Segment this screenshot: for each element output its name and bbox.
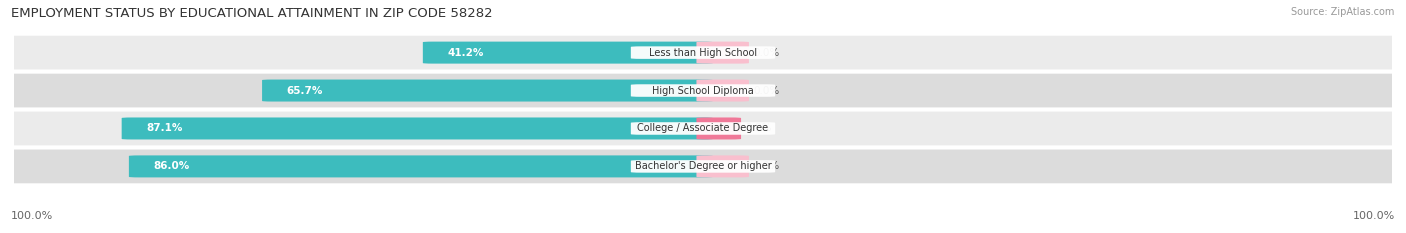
FancyBboxPatch shape: [129, 155, 713, 177]
Text: Source: ZipAtlas.com: Source: ZipAtlas.com: [1291, 7, 1395, 17]
FancyBboxPatch shape: [122, 117, 713, 140]
Text: 41.2%: 41.2%: [447, 48, 484, 58]
Text: 0.0%: 0.0%: [754, 48, 780, 58]
Text: 100.0%: 100.0%: [11, 211, 53, 221]
FancyBboxPatch shape: [696, 42, 749, 64]
Text: 65.7%: 65.7%: [287, 86, 323, 96]
FancyBboxPatch shape: [0, 36, 1406, 69]
FancyBboxPatch shape: [631, 122, 775, 135]
FancyBboxPatch shape: [0, 150, 1406, 183]
FancyBboxPatch shape: [631, 46, 775, 59]
Text: 0.0%: 0.0%: [754, 86, 780, 96]
Text: 3.8%: 3.8%: [745, 123, 772, 134]
FancyBboxPatch shape: [631, 84, 775, 97]
Text: 86.0%: 86.0%: [153, 161, 190, 171]
FancyBboxPatch shape: [696, 117, 741, 140]
FancyBboxPatch shape: [0, 112, 1406, 145]
FancyBboxPatch shape: [262, 79, 713, 102]
FancyBboxPatch shape: [0, 74, 1406, 107]
FancyBboxPatch shape: [631, 160, 775, 173]
Text: Less than High School: Less than High School: [650, 48, 756, 58]
Text: Bachelor's Degree or higher: Bachelor's Degree or higher: [634, 161, 772, 171]
FancyBboxPatch shape: [696, 155, 749, 177]
FancyBboxPatch shape: [423, 42, 713, 64]
Text: College / Associate Degree: College / Associate Degree: [637, 123, 769, 134]
Text: 87.1%: 87.1%: [146, 123, 183, 134]
Text: 0.0%: 0.0%: [754, 161, 780, 171]
Text: High School Diploma: High School Diploma: [652, 86, 754, 96]
FancyBboxPatch shape: [696, 79, 749, 102]
Text: 100.0%: 100.0%: [1353, 211, 1395, 221]
Text: EMPLOYMENT STATUS BY EDUCATIONAL ATTAINMENT IN ZIP CODE 58282: EMPLOYMENT STATUS BY EDUCATIONAL ATTAINM…: [11, 7, 494, 20]
